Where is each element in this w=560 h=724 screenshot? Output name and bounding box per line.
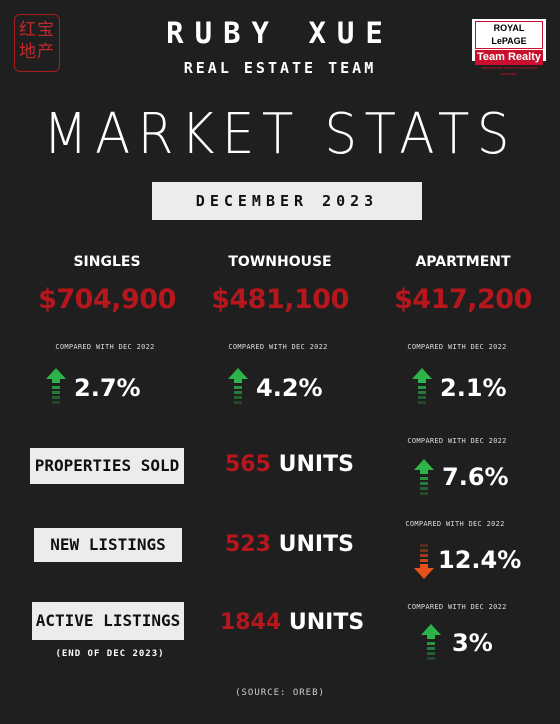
period-badge: DECEMBER 2023 — [152, 182, 422, 220]
new-listings-value: 523 UNITS — [225, 532, 354, 557]
active-listings-label: ACTIVE LISTINGS — [32, 602, 184, 640]
royal-lepage-logo: ROYAL LePAGE Team Realty Independently O… — [472, 19, 546, 76]
properties-sold-compared-label: COMPARED WITH DEC 2022 — [407, 437, 507, 445]
singles-price: $704,900 — [38, 284, 176, 315]
properties-sold-value: 565 UNITS — [225, 452, 354, 477]
new-listings-change: 12.4% — [438, 546, 522, 574]
new-listings-unit: UNITS — [278, 532, 354, 557]
page-title: MARKET STATS — [43, 102, 517, 167]
properties-sold-unit: UNITS — [278, 452, 354, 477]
logo-seal-text: 红宝 地产 — [19, 20, 55, 62]
townhouse-compared-label: COMPARED WITH DEC 2022 — [228, 343, 328, 351]
active-listings-compared-label: COMPARED WITH DEC 2022 — [407, 603, 507, 611]
active-listings-unit: UNITS — [288, 610, 365, 635]
active-listings-note: (END OF DEC 2023) — [55, 649, 165, 659]
singles-label: SINGLES — [73, 254, 141, 270]
new-listings-label: NEW LISTINGS — [34, 528, 182, 562]
apartment-compared-label: COMPARED WITH DEC 2022 — [407, 343, 507, 351]
properties-sold-label: PROPERTIES SOLD — [30, 448, 184, 484]
properties-sold-number: 565 — [225, 452, 271, 477]
apartment-change: 2.1% — [440, 374, 507, 402]
singles-compared-label: COMPARED WITH DEC 2022 — [55, 343, 155, 351]
partner-logo-line3: Independently Owned and Operated Brokera… — [480, 66, 538, 76]
properties-sold-change: 7.6% — [442, 463, 509, 491]
arrow-up-icon — [412, 368, 432, 404]
apartment-price: $417,200 — [394, 284, 532, 315]
townhouse-label: TOWNHOUSE — [228, 254, 332, 270]
singles-change: 2.7% — [74, 374, 141, 402]
partner-logo-line1: ROYAL LePAGE — [475, 21, 543, 49]
partner-logo-line2: Team Realty — [475, 50, 543, 65]
new-listings-number: 523 — [225, 532, 271, 557]
source-note: (SOURCE: OREB) — [235, 688, 325, 698]
arrow-up-icon — [46, 368, 66, 404]
team-logo-seal: 红宝 地产 — [14, 14, 60, 72]
arrow-up-icon — [228, 368, 248, 404]
townhouse-price: $481,100 — [211, 284, 349, 315]
new-listings-compared-label: COMPARED WITH DEC 2022 — [405, 520, 505, 528]
active-listings-number: 1844 — [220, 610, 282, 635]
apartment-label: APARTMENT — [415, 254, 511, 270]
team-name: RUBY XUE — [166, 16, 394, 50]
active-listings-change: 3% — [452, 629, 493, 657]
team-subtitle: REAL ESTATE TEAM — [183, 59, 377, 77]
active-listings-value: 1844 UNITS — [220, 610, 364, 635]
townhouse-change: 4.2% — [256, 374, 323, 402]
arrow-up-icon — [421, 624, 441, 660]
arrow-down-icon — [414, 544, 434, 579]
arrow-up-icon — [414, 459, 434, 495]
